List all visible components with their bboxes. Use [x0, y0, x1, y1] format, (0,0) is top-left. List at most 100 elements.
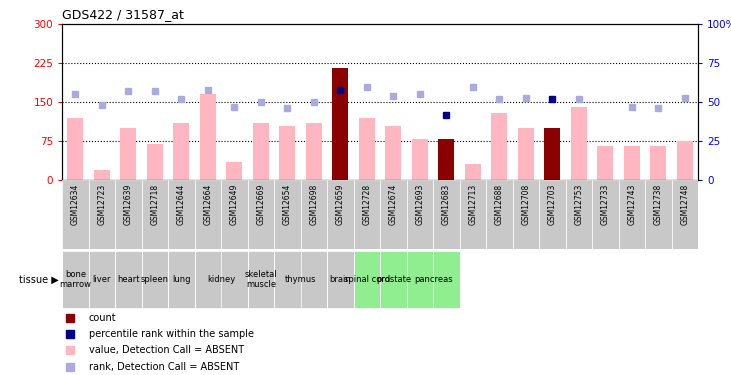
Bar	[200, 94, 216, 180]
Bar	[62, 251, 88, 308]
Bar	[486, 180, 512, 249]
Text: kidney: kidney	[207, 275, 235, 284]
Bar	[465, 164, 481, 180]
Text: count: count	[89, 313, 116, 322]
Text: GSM12649: GSM12649	[230, 183, 239, 225]
Bar	[672, 180, 698, 249]
Text: GSM12743: GSM12743	[627, 183, 637, 225]
Bar	[566, 180, 592, 249]
Text: GSM12708: GSM12708	[521, 183, 531, 225]
Bar	[327, 251, 354, 308]
Text: GSM12634: GSM12634	[71, 183, 80, 225]
Text: GSM12688: GSM12688	[495, 183, 504, 225]
Text: rank, Detection Call = ABSENT: rank, Detection Call = ABSENT	[89, 362, 239, 372]
Bar	[518, 128, 534, 180]
Bar	[491, 112, 507, 180]
Bar	[227, 162, 243, 180]
Bar	[385, 126, 401, 180]
Text: skeletal
muscle: skeletal muscle	[245, 270, 277, 289]
Bar	[354, 251, 380, 308]
Bar	[88, 180, 115, 249]
Text: pancreas: pancreas	[414, 275, 452, 284]
Bar	[592, 180, 618, 249]
Bar	[433, 180, 460, 249]
Text: GSM12703: GSM12703	[548, 183, 557, 225]
Text: brain: brain	[330, 275, 352, 284]
Text: spleen: spleen	[141, 275, 169, 284]
Text: GSM12693: GSM12693	[415, 183, 425, 225]
Text: spinal cord: spinal cord	[344, 275, 390, 284]
Bar	[571, 107, 587, 180]
Bar	[168, 180, 194, 249]
Text: tissue ▶: tissue ▶	[19, 274, 58, 284]
Bar	[406, 180, 433, 249]
Bar	[380, 180, 406, 249]
Bar	[62, 180, 88, 249]
Bar	[94, 170, 110, 180]
Bar	[412, 138, 428, 180]
Bar	[545, 128, 561, 180]
Bar	[512, 180, 539, 249]
Text: GSM12753: GSM12753	[575, 183, 583, 225]
Bar	[67, 118, 83, 180]
Bar	[248, 180, 274, 249]
Text: GSM12713: GSM12713	[469, 183, 477, 225]
Text: GSM12654: GSM12654	[283, 183, 292, 225]
Bar	[624, 146, 640, 180]
Bar	[173, 123, 189, 180]
Bar	[300, 180, 327, 249]
Text: liver: liver	[93, 275, 111, 284]
Text: GDS422 / 31587_at: GDS422 / 31587_at	[62, 8, 184, 21]
Bar	[597, 146, 613, 180]
Text: GSM12639: GSM12639	[124, 183, 133, 225]
Text: lung: lung	[172, 275, 191, 284]
Bar	[274, 251, 327, 308]
Bar	[645, 180, 672, 249]
Bar	[279, 126, 295, 180]
Bar	[248, 251, 274, 308]
Text: GSM12669: GSM12669	[257, 183, 265, 225]
Bar	[142, 251, 168, 308]
Bar	[168, 251, 194, 308]
Bar	[539, 180, 566, 249]
Bar	[115, 251, 142, 308]
Bar	[121, 128, 136, 180]
Bar	[439, 138, 454, 180]
Text: GSM12748: GSM12748	[681, 183, 689, 225]
Bar	[253, 123, 269, 180]
Text: heart: heart	[117, 275, 140, 284]
Bar	[460, 180, 486, 249]
Text: GSM12664: GSM12664	[203, 183, 213, 225]
Text: prostate: prostate	[376, 275, 411, 284]
Text: value, Detection Call = ABSENT: value, Detection Call = ABSENT	[89, 345, 244, 355]
Text: GSM12728: GSM12728	[363, 183, 371, 225]
Text: GSM12718: GSM12718	[151, 183, 159, 225]
Bar	[359, 118, 375, 180]
Text: GSM12738: GSM12738	[654, 183, 663, 225]
Bar	[406, 251, 460, 308]
Text: GSM12683: GSM12683	[442, 183, 451, 225]
Bar	[651, 146, 667, 180]
Text: bone
marrow: bone marrow	[59, 270, 91, 289]
Bar	[306, 123, 322, 180]
Bar	[115, 180, 142, 249]
Text: GSM12733: GSM12733	[601, 183, 610, 225]
Bar	[677, 141, 693, 180]
Bar	[221, 180, 248, 249]
Bar	[194, 180, 221, 249]
Text: thymus: thymus	[285, 275, 317, 284]
Text: GSM12659: GSM12659	[336, 183, 345, 225]
Bar	[147, 144, 163, 180]
Text: GSM12723: GSM12723	[97, 183, 107, 225]
Bar	[194, 251, 248, 308]
Text: percentile rank within the sample: percentile rank within the sample	[89, 329, 254, 339]
Text: GSM12698: GSM12698	[309, 183, 319, 225]
Bar	[88, 251, 115, 308]
Bar	[142, 180, 168, 249]
Text: GSM12674: GSM12674	[389, 183, 398, 225]
Text: GSM12644: GSM12644	[177, 183, 186, 225]
Bar	[354, 180, 380, 249]
Bar	[274, 180, 300, 249]
Bar	[327, 180, 354, 249]
Bar	[333, 69, 348, 180]
